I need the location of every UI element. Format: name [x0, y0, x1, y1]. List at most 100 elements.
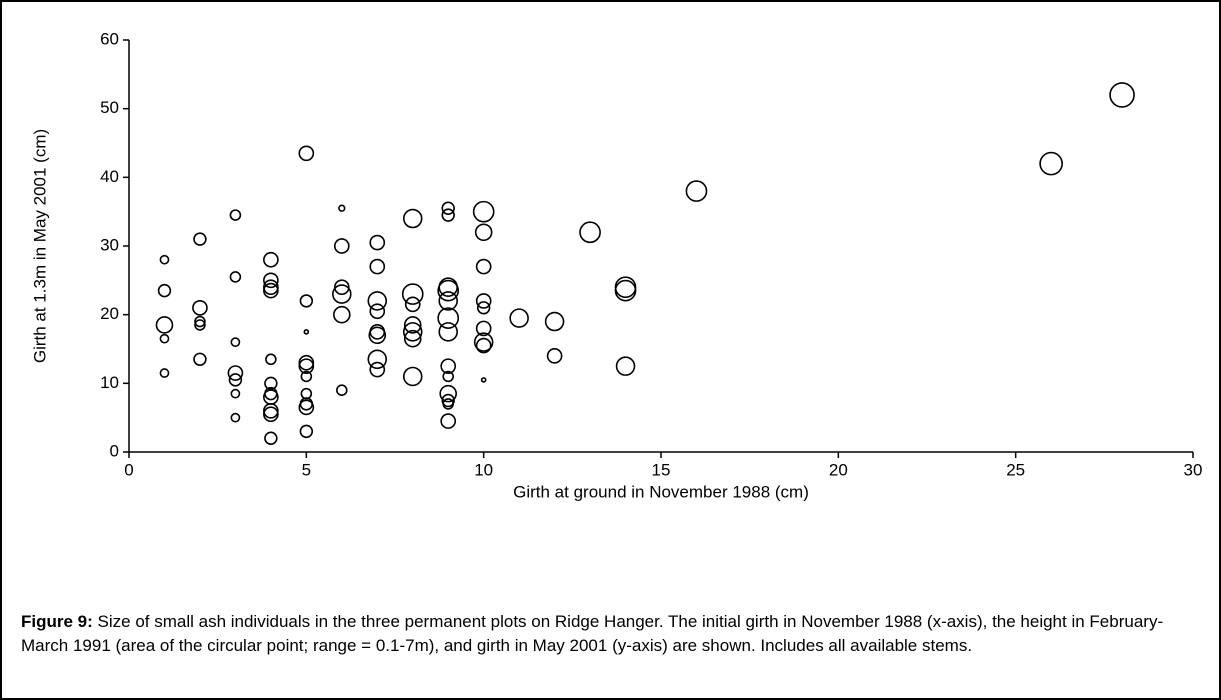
- x-tick-label: 20: [829, 460, 848, 479]
- bubble: [333, 305, 351, 324]
- bubble: [480, 377, 487, 383]
- bubble: [402, 322, 423, 342]
- x-tick-label: 30: [1184, 460, 1203, 479]
- caption: Figure 9: Size of small ash individuals …: [21, 610, 1191, 658]
- bubble: [333, 279, 350, 296]
- bubble: [438, 291, 458, 311]
- x-tick-label: 5: [302, 460, 311, 479]
- bubble: [368, 326, 387, 345]
- bubble: [192, 299, 208, 316]
- y-tick-label: 30: [100, 235, 119, 254]
- bubble: [159, 254, 170, 265]
- x-tick-label: 25: [1006, 460, 1025, 479]
- bubble: [193, 232, 207, 246]
- bubble: [401, 283, 424, 305]
- caption-text: Size of small ash individuals in the thr…: [21, 612, 1164, 655]
- y-tick-label: 50: [100, 98, 119, 117]
- bubble: [441, 208, 455, 222]
- bubble: [263, 406, 279, 423]
- bubble: [475, 293, 492, 309]
- bubble: [194, 315, 206, 328]
- bubble: [333, 238, 350, 254]
- bubble: [1039, 151, 1063, 176]
- bubble: [440, 358, 457, 375]
- bubble: [367, 291, 388, 311]
- bubble: [440, 413, 457, 429]
- bubble: [439, 384, 457, 403]
- bubble: [475, 337, 492, 354]
- bubble: [338, 204, 346, 212]
- bubble: [298, 145, 315, 162]
- x-tick-label: 10: [474, 460, 493, 479]
- bubble: [402, 208, 423, 229]
- bubble: [402, 366, 423, 387]
- bubble: [475, 320, 492, 337]
- y-tick-label: 20: [100, 304, 119, 323]
- bubble: [298, 399, 315, 416]
- bubble: [298, 354, 315, 371]
- bubble: [263, 272, 279, 289]
- bubble: [228, 373, 243, 387]
- bubble: [546, 348, 563, 364]
- bubble: [300, 387, 313, 400]
- bubble: [230, 337, 241, 347]
- bubble: [438, 322, 458, 342]
- bubble: [229, 271, 242, 283]
- bubble: [615, 356, 636, 376]
- bubble: [299, 424, 314, 439]
- bubble: [369, 258, 386, 275]
- bubble: [264, 431, 278, 445]
- bubble: [194, 319, 206, 331]
- bubble: [263, 251, 279, 268]
- bubble: [263, 402, 279, 419]
- bubble: [437, 307, 460, 329]
- bubble: [229, 209, 242, 221]
- bubble: [544, 311, 565, 332]
- bubble: [403, 329, 422, 348]
- bubble: [579, 221, 601, 244]
- bubble: [369, 361, 386, 378]
- y-tick-label: 60: [100, 29, 119, 48]
- x-axis-label: Girth at ground in November 1988 (cm): [513, 482, 809, 501]
- bubble: [442, 370, 454, 383]
- bubble: [475, 258, 492, 275]
- bubble: [155, 316, 174, 334]
- x-tick-label: 0: [124, 460, 133, 479]
- x-tick-label: 15: [652, 460, 671, 479]
- bubble: [298, 358, 315, 375]
- bubble: [159, 368, 170, 378]
- bubble: [474, 223, 493, 242]
- bubble: [369, 303, 386, 320]
- bubble: [404, 296, 421, 313]
- bubble: [472, 200, 495, 223]
- y-tick-label: 10: [100, 373, 119, 392]
- bubble: [441, 201, 455, 215]
- bubble: [336, 384, 348, 396]
- bubble: [369, 234, 386, 251]
- bubble: [1109, 82, 1135, 108]
- bubble: [332, 284, 352, 304]
- y-tick-label: 40: [100, 167, 119, 186]
- bubble: [442, 398, 454, 410]
- bubble: [230, 412, 241, 423]
- bubble: [441, 393, 455, 408]
- bubble: [367, 349, 388, 370]
- bubble: [227, 365, 244, 381]
- bubble: [263, 282, 279, 299]
- y-axis-label: Girth at 1.3m in May 2001 (cm): [30, 129, 49, 363]
- bubble: [300, 370, 313, 383]
- y-tick-label: 0: [110, 441, 119, 460]
- bubble: [230, 388, 241, 399]
- bubble: [159, 333, 170, 344]
- bubble: [614, 279, 637, 302]
- bubble: [685, 180, 708, 202]
- bubble: [157, 283, 172, 298]
- caption-label: Figure 9:: [21, 612, 93, 631]
- bubble: [303, 329, 310, 335]
- bubble: [193, 352, 207, 367]
- bubble: [509, 308, 529, 328]
- bubble: [476, 301, 491, 315]
- bubble: [299, 294, 314, 308]
